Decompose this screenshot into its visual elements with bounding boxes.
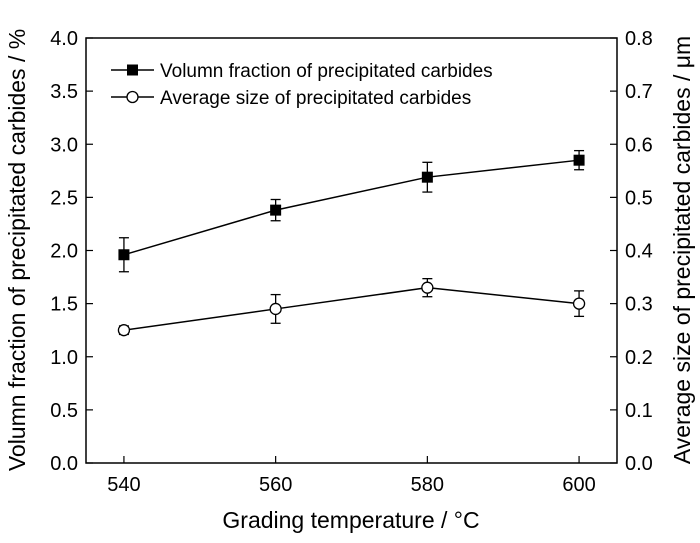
y-tick-label: 3.5	[50, 81, 78, 103]
y2-axis-label: Average size of precipitated carbides / …	[669, 36, 695, 464]
data-point	[269, 302, 282, 316]
y2-tick-label: 0.3	[625, 294, 653, 316]
series-2	[117, 278, 586, 337]
series-line	[123, 159, 580, 256]
x-tick-label: 560	[259, 474, 292, 496]
y-tick-label: 0.0	[50, 453, 78, 475]
y2-tick-label: 0.0	[625, 453, 653, 475]
y2-tick-label: 0.1	[625, 400, 653, 422]
data-point	[573, 154, 585, 166]
y2-tick-label: 0.6	[625, 134, 653, 156]
y-tick-label: 2.5	[50, 187, 78, 209]
series-1	[118, 149, 585, 273]
y2-tick-label: 0.4	[625, 241, 653, 263]
legend-label: Volumn fraction of precipitated carbides	[160, 61, 493, 82]
data-point	[421, 171, 433, 183]
x-tick-label: 580	[411, 474, 444, 496]
legend-marker	[126, 90, 139, 104]
series-line	[123, 286, 580, 331]
x-axis-label: Grading temperature / °C	[222, 507, 479, 533]
y2-tick-label: 0.7	[625, 81, 653, 103]
axis-ticks: 540 560 580 600 0.0 0.5 1.0 1.5 2.0 2.5 3.0 3.5 4.0 0…	[50, 28, 653, 496]
data-point	[117, 324, 131, 337]
series-layer	[117, 149, 586, 337]
data-point	[572, 297, 586, 310]
y2-tick-label: 0.8	[625, 28, 653, 50]
y-tick-label: 1.0	[50, 347, 78, 369]
y2-tick-label: 0.2	[625, 347, 653, 369]
legend: Volumn fraction of precipitated carbides…	[111, 61, 493, 109]
x-tick-label: 600	[562, 474, 595, 496]
data-point	[270, 204, 282, 216]
y-tick-label: 2.0	[50, 241, 78, 263]
y-tick-label: 1.5	[50, 294, 78, 316]
legend-label: Average size of precipitated carbides	[160, 88, 471, 109]
x-tick-label: 540	[107, 474, 140, 496]
y-tick-label: 3.0	[50, 134, 78, 156]
data-point	[421, 281, 434, 294]
y-tick-label: 4.0	[50, 28, 78, 50]
y2-tick-label: 0.5	[625, 187, 653, 209]
y-tick-label: 0.5	[50, 400, 78, 422]
y-axis-label: Volumn fraction of precipitated carbides…	[4, 29, 30, 471]
data-point	[118, 249, 130, 261]
legend-marker	[127, 64, 138, 76]
